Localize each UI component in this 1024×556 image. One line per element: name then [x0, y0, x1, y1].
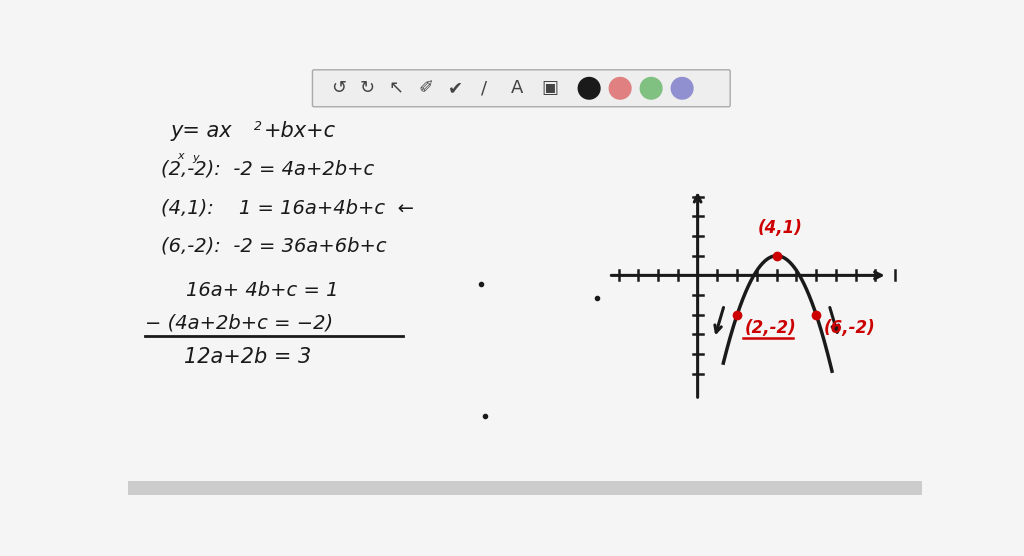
Text: (6,-2): (6,-2): [824, 319, 876, 337]
Text: (2,-2): (2,-2): [744, 319, 797, 337]
Text: − (4a+2b+c = −2): − (4a+2b+c = −2): [145, 313, 333, 332]
Text: y: y: [193, 153, 199, 163]
Text: (4,1): (4,1): [758, 219, 803, 237]
Bar: [128, 481, 922, 495]
Circle shape: [579, 77, 600, 99]
Text: 12a+2b = 3: 12a+2b = 3: [183, 347, 311, 367]
Text: ✐: ✐: [418, 80, 433, 97]
Text: (4,1):    1 = 16a+4b+c  ←: (4,1): 1 = 16a+4b+c ←: [161, 198, 414, 217]
Text: ↺: ↺: [331, 80, 346, 97]
Text: ✔: ✔: [447, 80, 463, 97]
Text: /: /: [481, 80, 487, 97]
Text: ▣: ▣: [541, 80, 558, 97]
Text: y= ax: y= ax: [171, 121, 232, 141]
Text: x: x: [177, 151, 183, 161]
Text: ↻: ↻: [359, 80, 374, 97]
Text: (2,-2):  -2 = 4a+2b+c: (2,-2): -2 = 4a+2b+c: [161, 160, 374, 179]
Text: (6,-2):  -2 = 36a+6b+c: (6,-2): -2 = 36a+6b+c: [161, 237, 386, 256]
Circle shape: [640, 77, 662, 99]
Text: 2: 2: [254, 120, 261, 133]
Text: A: A: [511, 80, 523, 97]
Circle shape: [609, 77, 631, 99]
Text: 16a+ 4b+c = 1: 16a+ 4b+c = 1: [186, 281, 339, 300]
Text: +bx+c: +bx+c: [263, 121, 336, 141]
FancyBboxPatch shape: [312, 70, 730, 107]
Text: ↖: ↖: [388, 80, 403, 97]
Circle shape: [672, 77, 693, 99]
